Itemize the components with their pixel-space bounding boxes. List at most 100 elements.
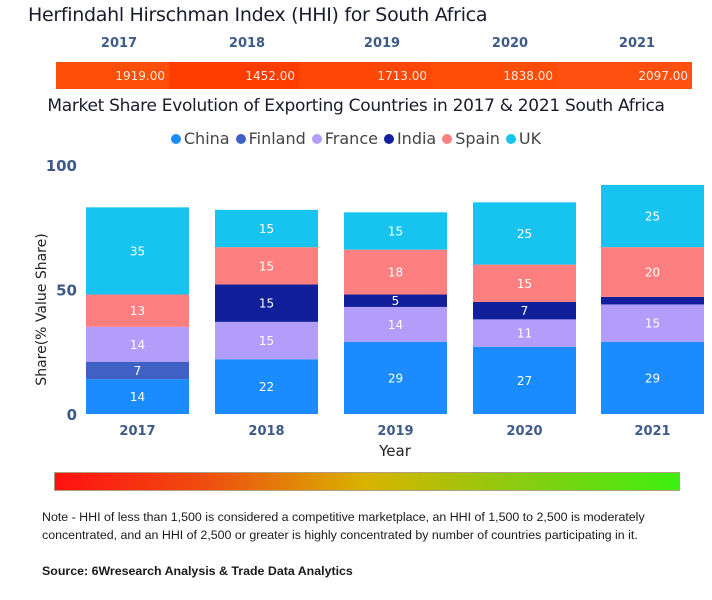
legend-item-india[interactable]: India — [383, 129, 437, 148]
legend-marker-icon — [383, 133, 394, 144]
data-label-uk-2019: 15 — [388, 224, 403, 238]
y-tick-label-100: 100 — [46, 157, 77, 175]
data-label-france-2018: 15 — [259, 334, 274, 348]
data-label-spain-2020: 15 — [517, 277, 532, 291]
data-label-uk-2021: 25 — [645, 210, 660, 224]
legend-item-spain[interactable]: Spain — [442, 129, 500, 148]
hhi-cell-2020: 1838.00 — [431, 62, 557, 89]
y-tick-label-50: 50 — [56, 282, 77, 300]
data-label-france-2020: 11 — [517, 327, 532, 341]
legend-label: India — [396, 129, 437, 148]
data-label-uk-2018: 15 — [259, 222, 274, 236]
data-label-china-2018: 22 — [259, 380, 274, 394]
data-label-france-2021: 15 — [645, 317, 660, 331]
x-tick-label-2018: 2018 — [248, 424, 284, 439]
bar-segment-spain-2019 — [344, 249, 447, 295]
legend-marker-icon — [311, 133, 322, 144]
y-tick-label-0: 0 — [67, 406, 77, 424]
data-label-uk-2020: 25 — [517, 227, 532, 241]
legend-marker-icon — [505, 133, 516, 144]
hhi-year-2021: 2021 — [618, 36, 656, 51]
bar-segment-china-2021 — [601, 341, 704, 414]
chart-title: Market Share Evolution of Exporting Coun… — [47, 96, 665, 116]
data-label-china-2017: 14 — [130, 390, 145, 404]
bar-segment-france-2017 — [86, 326, 189, 362]
bar-segment-china-2019 — [344, 341, 447, 414]
hhi-year-2020: 2020 — [491, 36, 529, 51]
data-label-india-2020: 7 — [521, 304, 529, 318]
data-label-china-2020: 27 — [517, 374, 532, 388]
hhi-year-2017: 2017 — [100, 36, 138, 51]
bar-segment-uk-2017 — [86, 207, 189, 295]
legend-item-china[interactable]: China — [170, 129, 230, 148]
x-tick-label-2020: 2020 — [506, 424, 542, 439]
data-label-spain-2021: 20 — [645, 266, 660, 280]
hhi-value-2017: 1919.00 — [115, 68, 165, 83]
bar-segment-india-2021 — [601, 296, 704, 305]
hhi-year-2019: 2019 — [363, 36, 401, 51]
legend-marker-icon — [442, 133, 453, 144]
hhi-value-2019: 1713.00 — [377, 68, 427, 83]
hhi-value-2021: 2097.00 — [638, 68, 688, 83]
bar-segment-uk-2019 — [344, 212, 447, 250]
data-label-spain-2018: 15 — [259, 259, 274, 273]
bar-segment-uk-2021 — [601, 184, 704, 248]
hhi-value-2018: 1452.00 — [245, 68, 295, 83]
bar-segment-spain-2018 — [215, 247, 318, 285]
color-scale-gradient-bar — [54, 472, 680, 491]
legend-item-finland[interactable]: Finland — [235, 129, 306, 148]
legend-label: Spain — [455, 129, 500, 148]
data-label-china-2021: 29 — [645, 371, 660, 385]
data-label-finland-2017: 7 — [134, 364, 142, 378]
source-label: Source: 6Wresearch Analysis & Trade Data… — [42, 564, 353, 578]
bar-segment-france-2020 — [473, 319, 576, 347]
bar-segment-france-2018 — [215, 321, 318, 360]
bar-segment-spain-2017 — [86, 294, 189, 327]
bar-segment-india-2020 — [473, 301, 576, 320]
hhi-title: Herfindahl Hirschman Index (HHI) for Sou… — [28, 4, 488, 26]
bar-segment-india-2018 — [215, 284, 318, 322]
hhi-cell-2019: 1713.00 — [299, 62, 431, 89]
legend-marker-icon — [170, 133, 181, 144]
bar-segment-china-2020 — [473, 346, 576, 414]
legend-label: China — [183, 129, 230, 148]
data-label-france-2017: 14 — [130, 338, 145, 352]
x-tick-label-2019: 2019 — [377, 424, 413, 439]
legend-label: Finland — [248, 129, 306, 148]
hhi-year-2018: 2018 — [228, 36, 266, 51]
data-label-uk-2017: 35 — [130, 244, 145, 258]
legend-item-uk[interactable]: UK — [505, 129, 542, 148]
hhi-value-2020: 1838.00 — [503, 68, 553, 83]
x-tick-label-2021: 2021 — [634, 424, 670, 439]
bar-segment-uk-2018 — [215, 209, 318, 248]
y-axis-label: Share(% Value Share) — [34, 233, 50, 385]
bar-segment-france-2021 — [601, 304, 704, 342]
bar-segment-spain-2021 — [601, 247, 704, 297]
legend-label: UK — [518, 129, 542, 148]
hhi-cell-2021: 2097.00 — [557, 62, 692, 89]
bar-segment-uk-2020 — [473, 202, 576, 265]
hhi-value-bar: 1919.00 1452.00 1713.00 1838.00 2097.00 — [56, 62, 692, 89]
footnote: Note - HHI of less than 1,500 is conside… — [42, 510, 645, 542]
data-label-spain-2017: 13 — [130, 304, 145, 318]
data-label-india-2018: 15 — [259, 297, 274, 311]
hhi-cell-2017: 1919.00 — [56, 62, 169, 89]
bar-segment-france-2019 — [344, 306, 447, 342]
hhi-cell-2018: 1452.00 — [169, 62, 299, 89]
bar-segment-china-2018 — [215, 359, 318, 414]
legend-label: France — [324, 129, 378, 148]
x-axis-label: Year — [378, 442, 412, 460]
data-label-spain-2019: 18 — [388, 266, 403, 280]
bar-segment-finland-2017 — [86, 361, 189, 380]
data-label-france-2019: 14 — [388, 318, 403, 332]
bar-segment-china-2017 — [86, 379, 189, 414]
x-tick-label-2017: 2017 — [119, 424, 155, 439]
bar-segment-spain-2020 — [473, 264, 576, 302]
data-label-china-2019: 29 — [388, 371, 403, 385]
stacked-bar-chart: 0 50 100 Share(% Value Share) 14 7 14 13 35 2017 2… — [34, 157, 704, 460]
bar-segment-india-2019 — [344, 294, 447, 307]
chart-legend: China Finland France India Spain UK — [0, 129, 712, 148]
data-label-india-2019: 5 — [392, 294, 400, 308]
legend-marker-icon — [235, 133, 246, 144]
legend-item-france[interactable]: France — [311, 129, 378, 148]
